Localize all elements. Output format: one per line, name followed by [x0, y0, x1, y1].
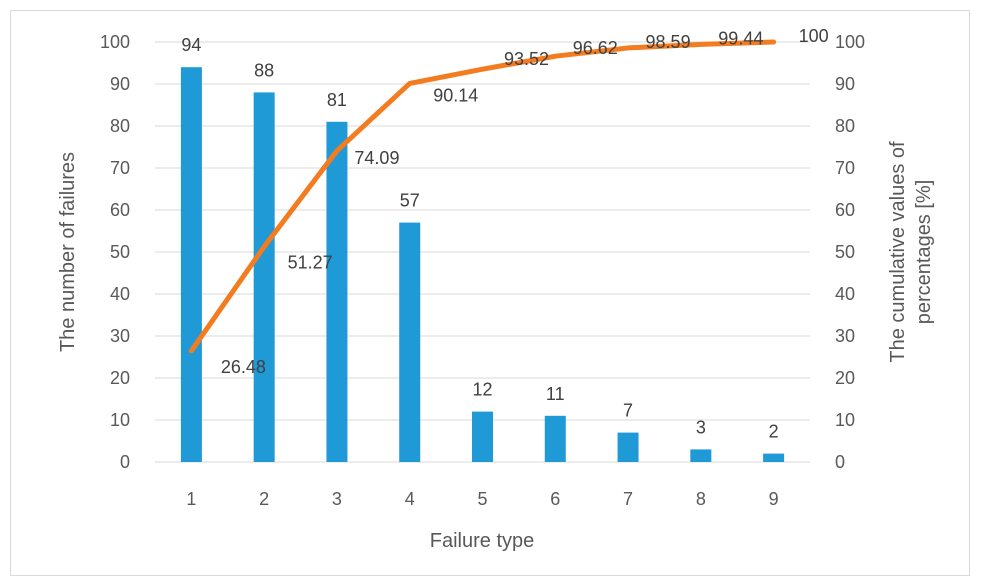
y-axis-title: The number of failures	[57, 152, 79, 352]
x-tick-label: 4	[405, 489, 415, 509]
x-tick-label: 1	[186, 489, 196, 509]
line-value-label: 74.09	[354, 148, 399, 168]
y2-tick-label: 40	[835, 284, 855, 304]
y2-axis-title-line-2: percentages [%]	[913, 180, 935, 325]
y2-tick-label: 0	[835, 452, 845, 472]
line-value-label: 93.52	[504, 49, 549, 69]
bar-value-label: 12	[472, 380, 492, 400]
chart-frame	[10, 10, 970, 576]
y2-tick-label: 90	[835, 74, 855, 94]
y-tick-label: 20	[110, 368, 130, 388]
bar	[763, 453, 785, 462]
line-value-label: 99.44	[718, 28, 763, 48]
y-tick-label: 80	[110, 116, 130, 136]
y2-tick-label: 10	[835, 410, 855, 430]
x-tick-label: 2	[259, 489, 269, 509]
x-tick-label: 6	[550, 489, 560, 509]
y-tick-label: 60	[110, 200, 130, 220]
y2-tick-label: 30	[835, 326, 855, 346]
bar	[544, 415, 566, 462]
bar	[472, 411, 493, 462]
y-tick-label: 100	[100, 32, 130, 52]
bar	[180, 67, 202, 462]
y2-axis-title: The cumulative values of percentages [%]	[887, 141, 935, 363]
left-axis-ticks: 0 10 20 30 40 50 60 70 80 90 100	[100, 32, 130, 472]
y2-tick-label: 60	[835, 200, 855, 220]
bar-value-label: 94	[181, 35, 201, 55]
line-value-label: 96.62	[573, 38, 618, 58]
x-tick-label: 5	[477, 489, 487, 509]
bar-value-label: 3	[696, 417, 706, 437]
cumulative-line-series	[188, 39, 777, 354]
y-tick-label: 40	[110, 284, 130, 304]
y2-axis-title-line-1: The cumulative values of	[887, 141, 909, 363]
y2-tick-label: 20	[835, 368, 855, 388]
line-value-label: 51.27	[288, 253, 333, 273]
y2-tick-label: 70	[835, 158, 855, 178]
line-value-label: 100	[799, 26, 829, 46]
y-tick-label: 0	[120, 452, 130, 472]
x-tick-label: 7	[623, 489, 633, 509]
y-tick-label: 10	[110, 410, 130, 430]
x-tick-label: 3	[332, 489, 342, 509]
y2-tick-label: 50	[835, 242, 855, 262]
line-value-label: 90.14	[433, 85, 478, 105]
x-tick-label: 9	[769, 489, 779, 509]
y-tick-label: 30	[110, 326, 130, 346]
bar	[617, 432, 639, 462]
bar	[690, 449, 712, 462]
bar-series	[180, 67, 785, 463]
bar	[253, 92, 275, 463]
line-value-label: 26.48	[221, 357, 266, 377]
y-tick-label: 50	[110, 242, 130, 262]
bar-data-labels: 94 88 81 57 12 11 7 3 2	[181, 35, 778, 441]
line-data-labels: 26.48 51.27 74.09 90.14 93.52 96.62 98.59 99.44…	[221, 26, 829, 377]
cumulative-line	[188, 39, 777, 354]
bar	[326, 121, 348, 463]
x-axis-ticks: 1 2 3 4 5 6 7 8 9	[186, 489, 778, 509]
y-tick-label: 70	[110, 158, 130, 178]
line-value-label: 98.59	[646, 32, 691, 52]
x-axis-title: Failure type	[430, 530, 535, 552]
bar	[399, 222, 421, 462]
bar-value-label: 81	[327, 90, 347, 110]
bar-value-label: 2	[769, 422, 779, 442]
right-axis-ticks: 0 10 20 30 40 50 60 70 80 90 100	[835, 32, 865, 472]
y2-tick-label: 80	[835, 116, 855, 136]
y2-tick-label: 100	[835, 32, 865, 52]
bar-value-label: 88	[254, 60, 274, 80]
x-tick-label: 8	[696, 489, 706, 509]
bar-value-label: 7	[623, 401, 633, 421]
y-tick-label: 90	[110, 74, 130, 94]
bar-value-label: 11	[546, 384, 565, 404]
bar-value-label: 57	[400, 191, 420, 211]
